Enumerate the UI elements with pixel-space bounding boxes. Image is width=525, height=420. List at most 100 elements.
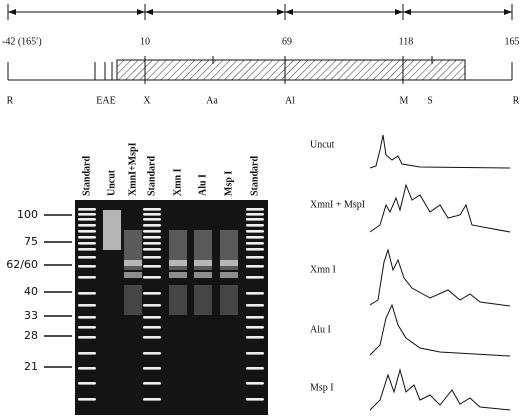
marker-label: 100 bbox=[17, 208, 38, 221]
insert-region bbox=[116, 59, 466, 81]
band bbox=[246, 224, 264, 227]
site-label: Aa bbox=[206, 95, 218, 106]
band bbox=[78, 248, 96, 251]
band bbox=[143, 352, 161, 355]
position-label: 118 bbox=[399, 36, 414, 47]
band bbox=[78, 382, 96, 385]
gel-bands bbox=[78, 208, 264, 401]
site-label: X bbox=[143, 95, 151, 106]
trace-label: XmnI + MspI bbox=[310, 199, 365, 210]
lane-label: Standard bbox=[146, 156, 157, 196]
band bbox=[78, 336, 96, 339]
smear bbox=[220, 272, 238, 278]
trace-label: Uncut bbox=[310, 139, 335, 150]
marker-label: 40 bbox=[24, 285, 38, 298]
smear bbox=[124, 272, 142, 278]
band bbox=[246, 292, 264, 295]
lane-label: Xmn I bbox=[172, 168, 183, 196]
lane-label: Uncut bbox=[106, 169, 117, 196]
band bbox=[78, 292, 96, 295]
position-label: 10 bbox=[140, 36, 150, 47]
band bbox=[143, 224, 161, 227]
band bbox=[143, 276, 161, 279]
band bbox=[246, 382, 264, 385]
position-label: -42 (165′) bbox=[2, 36, 42, 47]
smear bbox=[169, 285, 187, 315]
trace-curve bbox=[369, 134, 511, 169]
band bbox=[143, 230, 161, 233]
densitometry-traces: Uncut XmnI + MspI Xmn I Alu I Msp I bbox=[310, 134, 511, 411]
trace-label: Msp I bbox=[310, 382, 334, 393]
band bbox=[143, 213, 161, 216]
band bbox=[78, 236, 96, 239]
band bbox=[143, 316, 161, 319]
lane-label: Standard bbox=[81, 156, 92, 196]
band bbox=[246, 230, 264, 233]
band bbox=[246, 265, 264, 268]
band bbox=[78, 213, 96, 216]
band bbox=[246, 236, 264, 239]
band bbox=[246, 336, 264, 339]
band bbox=[78, 265, 96, 268]
smear bbox=[103, 210, 121, 250]
position-labels: -42 (165′) 10 69 118 165 bbox=[2, 36, 520, 47]
band bbox=[246, 398, 264, 401]
band bbox=[246, 218, 264, 221]
band bbox=[246, 213, 264, 216]
band bbox=[143, 208, 161, 211]
band bbox=[246, 208, 264, 211]
band bbox=[246, 248, 264, 251]
trace-label: Xmn I bbox=[310, 264, 336, 275]
site-labels: R EAE X Aa Al M S R bbox=[7, 95, 520, 106]
band bbox=[78, 316, 96, 319]
trace-label: Alu I bbox=[310, 324, 331, 335]
site-label: EAE bbox=[96, 95, 115, 106]
band bbox=[246, 304, 264, 307]
smear bbox=[124, 260, 142, 266]
band bbox=[78, 304, 96, 307]
trace-curve bbox=[369, 368, 511, 411]
site-label: S bbox=[427, 95, 433, 106]
band bbox=[78, 326, 96, 329]
band bbox=[78, 276, 96, 279]
smear bbox=[124, 285, 142, 315]
position-label: 165 bbox=[505, 36, 520, 47]
smear bbox=[194, 272, 212, 278]
site-label: Al bbox=[285, 95, 295, 106]
band bbox=[143, 326, 161, 329]
marker-label: 21 bbox=[24, 360, 38, 373]
smear bbox=[220, 285, 238, 315]
band bbox=[246, 316, 264, 319]
smear bbox=[169, 272, 187, 278]
band bbox=[143, 236, 161, 239]
band bbox=[143, 218, 161, 221]
trace-curve bbox=[369, 303, 511, 357]
band bbox=[246, 367, 264, 370]
band bbox=[78, 398, 96, 401]
marker-label: 62/60 bbox=[6, 258, 38, 271]
site-ticks bbox=[7, 56, 513, 84]
marker-label: 28 bbox=[24, 329, 38, 342]
band bbox=[78, 352, 96, 355]
band bbox=[143, 398, 161, 401]
site-label: R bbox=[7, 95, 14, 106]
band bbox=[246, 352, 264, 355]
band bbox=[246, 256, 264, 259]
marker-label: 75 bbox=[24, 235, 38, 248]
marker-label: 33 bbox=[24, 309, 38, 322]
band bbox=[143, 292, 161, 295]
band bbox=[246, 276, 264, 279]
band bbox=[78, 367, 96, 370]
lane-label: Msp I bbox=[223, 171, 234, 196]
trace-curve bbox=[369, 248, 511, 307]
band bbox=[246, 326, 264, 329]
band bbox=[143, 265, 161, 268]
smear bbox=[169, 260, 187, 266]
lane-label: Alu I bbox=[197, 174, 208, 196]
lane-label: Standard bbox=[249, 156, 260, 196]
lane-labels: Standard Uncut XmnI+MspI Standard Xmn I Alu I… bbox=[81, 142, 260, 196]
band bbox=[78, 256, 96, 259]
band bbox=[143, 242, 161, 245]
smear bbox=[194, 285, 212, 315]
